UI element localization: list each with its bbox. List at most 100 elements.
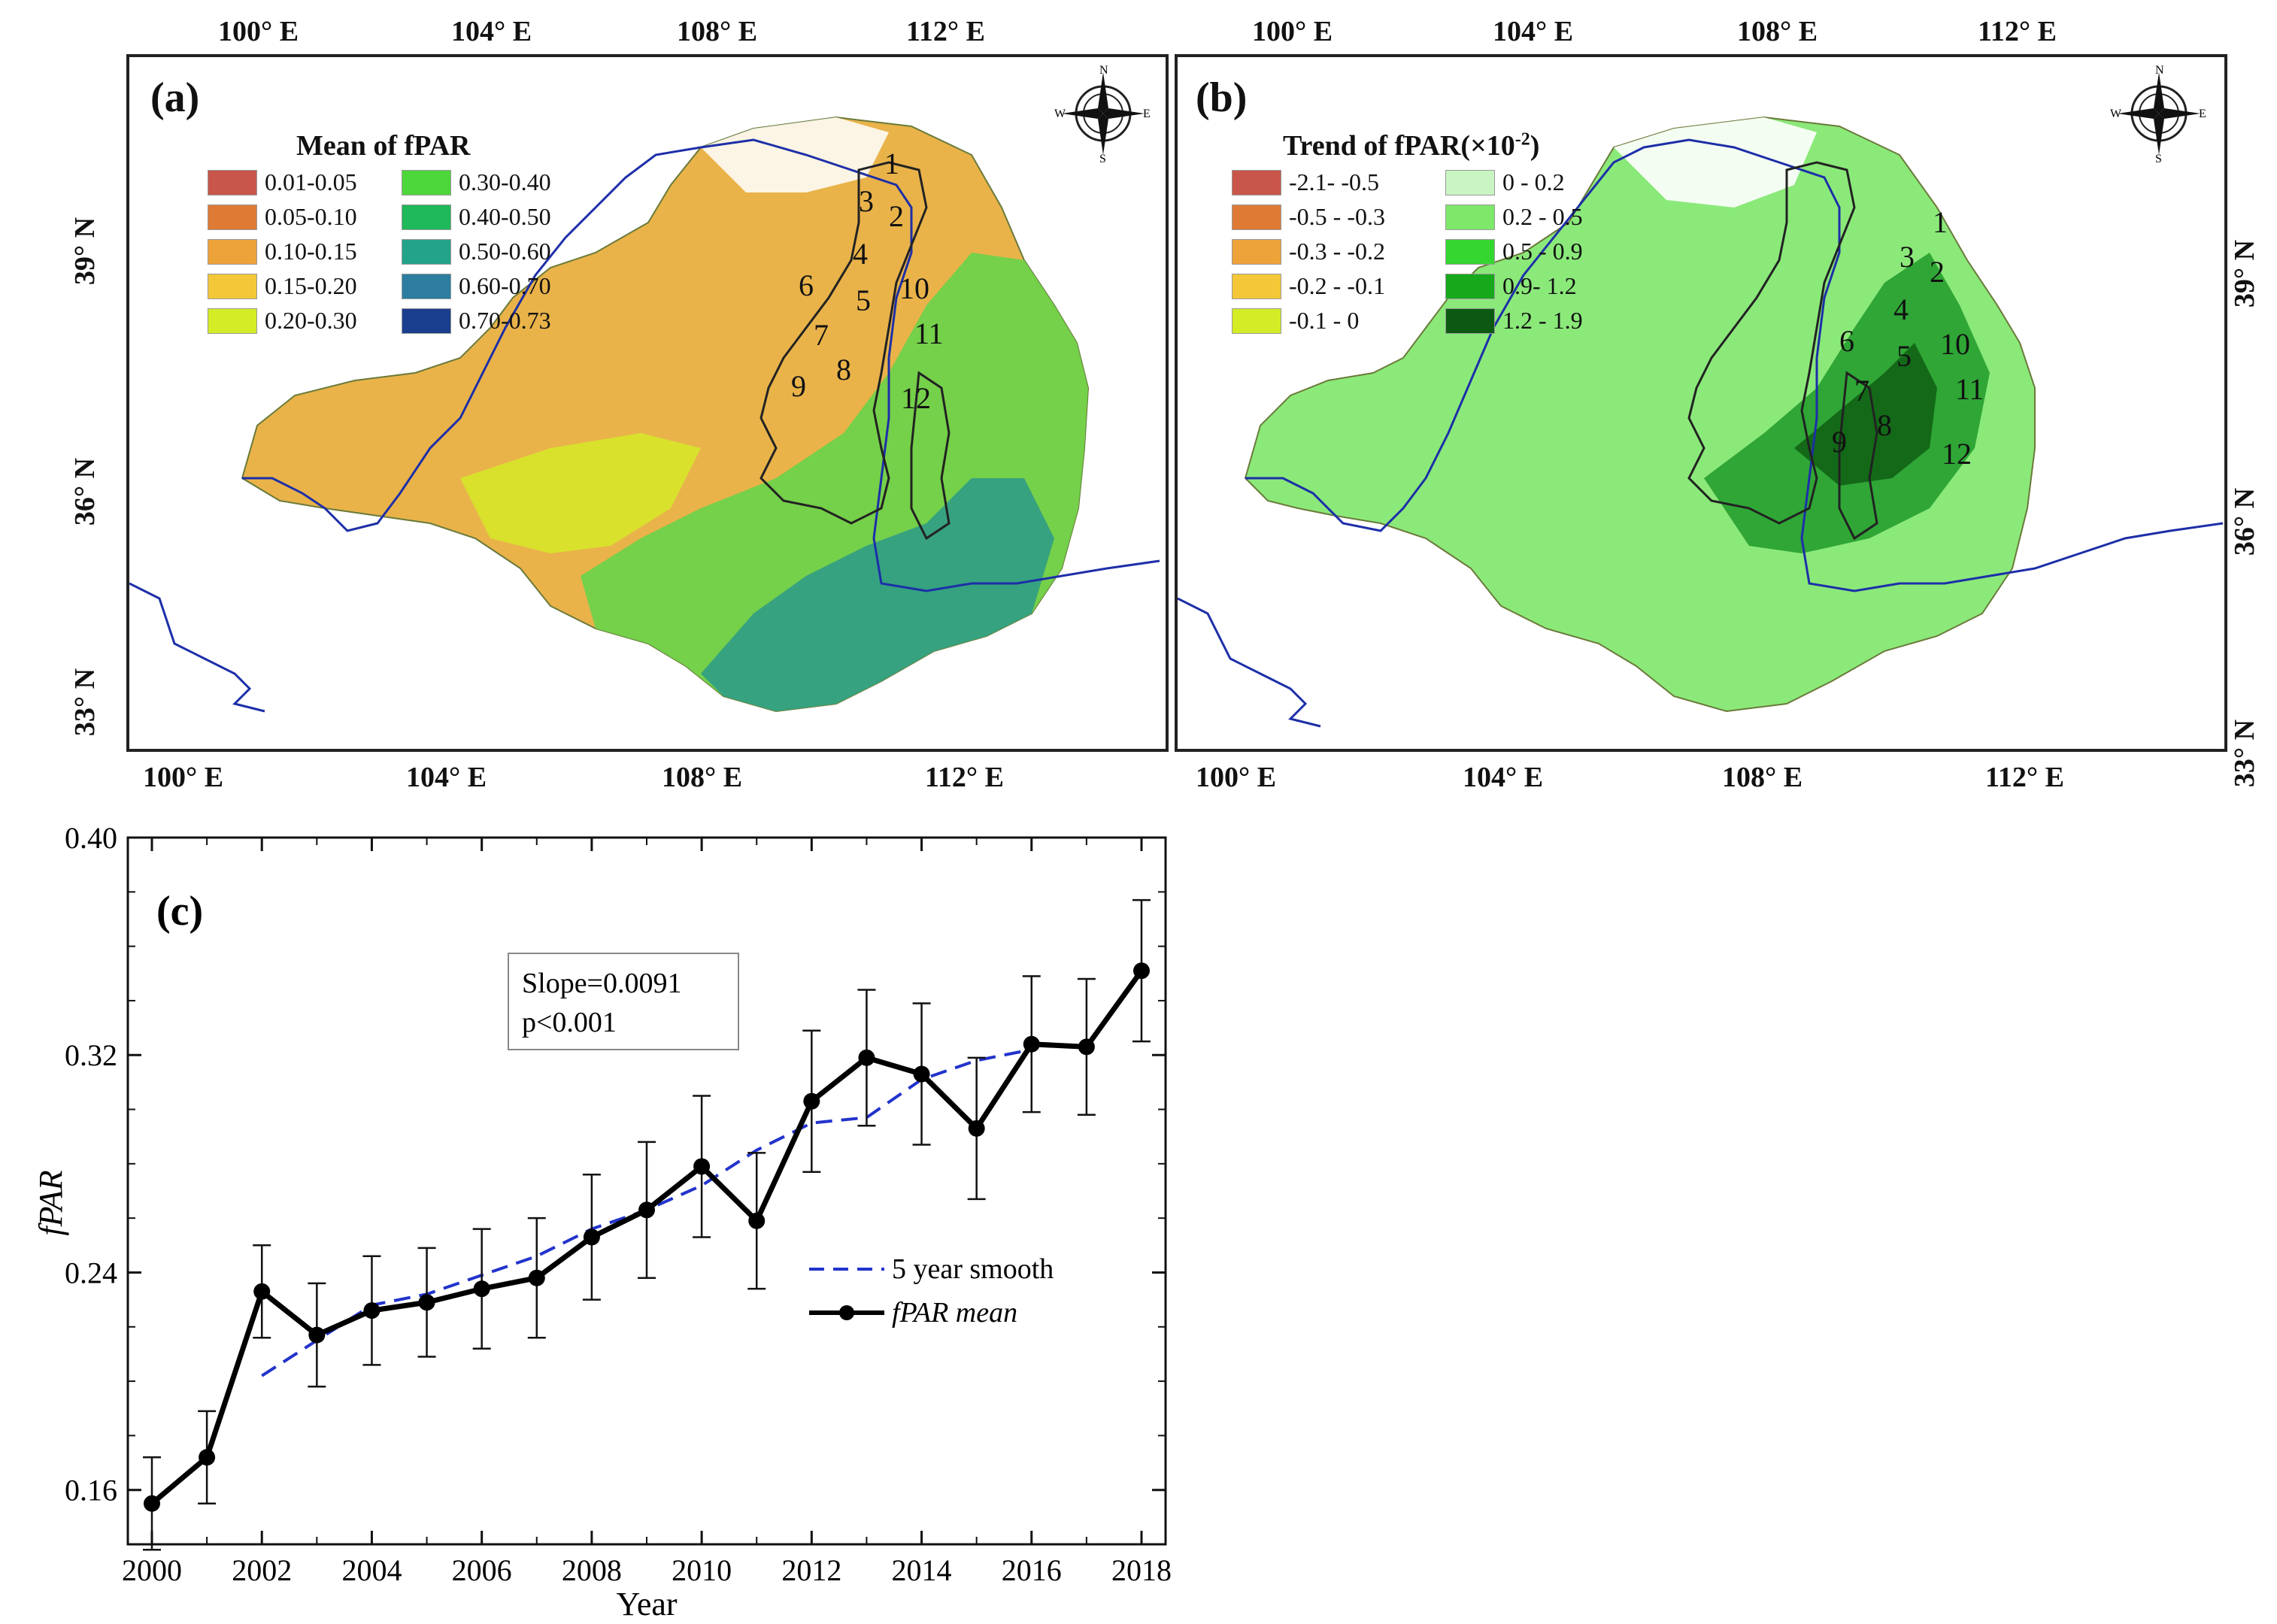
- data-point: [748, 1212, 766, 1229]
- region-number: 9: [1832, 425, 1847, 459]
- legend-swatch: [1232, 273, 1281, 299]
- legend-label: 0.40-0.50: [459, 203, 551, 230]
- region-number: 2: [1930, 255, 1945, 289]
- compass-n: N: [2155, 65, 2164, 77]
- panel-a-tag: (a): [150, 74, 200, 121]
- legend-swatch: [1445, 204, 1495, 230]
- region-number: 1: [1933, 205, 1948, 239]
- data-point: [968, 1120, 985, 1137]
- legend-label: 0.10-0.15: [265, 238, 357, 265]
- data-point: [308, 1326, 326, 1344]
- x-tick-label: 2012: [781, 1553, 841, 1587]
- region-number: 7: [814, 318, 829, 352]
- x-tick-label: 2016: [1002, 1553, 1062, 1587]
- region-number: 6: [799, 268, 814, 302]
- region-number: 11: [914, 317, 944, 350]
- data-point: [1133, 962, 1150, 980]
- legend-label: 0.30-0.40: [459, 168, 551, 195]
- data-point: [803, 1092, 820, 1110]
- stat-p: p<0.001: [522, 1007, 617, 1038]
- legend-item: 0.5 - 0.9: [1445, 238, 1583, 265]
- river-b: [1178, 138, 2224, 728]
- region-number: 3: [859, 184, 874, 218]
- legend-label: 0.5 - 0.9: [1502, 238, 1583, 265]
- data-point: [473, 1280, 490, 1298]
- region-number: 12: [901, 381, 931, 415]
- lon-label-top: 108° E: [1737, 16, 1818, 47]
- lon-label-bottom: 112° E: [1985, 762, 2064, 793]
- legend-swatch: [208, 308, 257, 334]
- lat-label: 36° N: [69, 457, 102, 526]
- map-frame-a: (a) 1 2 3 4 5 6 7 8 9 10 11 12 N S W E M…: [126, 54, 1169, 752]
- data-point: [1078, 1038, 1095, 1056]
- compass-n: N: [1099, 65, 1108, 77]
- data-point: [583, 1229, 600, 1246]
- legend-label: 1.2 - 1.9: [1502, 307, 1583, 334]
- trend-darkest-b: [1794, 343, 1937, 486]
- panel-c-tag: (c): [156, 888, 203, 935]
- legend-swatch: [402, 308, 451, 334]
- plateau-region-b: [1244, 116, 2036, 713]
- lon-label-top: 112° E: [1978, 16, 2057, 47]
- lat-label: 36° N: [2229, 487, 2261, 556]
- legend-label: 0.50-0.60: [459, 238, 551, 265]
- legend-label: 0.9- 1.2: [1502, 272, 1577, 299]
- subbasin-boundaries-b: [1687, 161, 1878, 541]
- vegetation-deep-a: [701, 478, 1054, 711]
- legend-label: -0.5 - -0.3: [1289, 203, 1385, 230]
- lon-label-bottom: 112° E: [925, 762, 1004, 793]
- data-point: [528, 1269, 545, 1286]
- compass-e: E: [1143, 108, 1151, 120]
- lon-label-bottom: 100° E: [1196, 762, 1277, 793]
- lat-label: 39° N: [2229, 239, 2261, 308]
- data-point: [693, 1158, 711, 1175]
- legend-label: 0.20-0.30: [265, 307, 357, 334]
- map-b: [1178, 116, 2224, 728]
- river-a: [129, 138, 1160, 713]
- lon-label-top: 100° E: [1252, 16, 1333, 47]
- legend-swatch: [208, 204, 257, 230]
- legend-item: -0.2 - -0.1: [1232, 272, 1385, 300]
- lon-label-top: 112° E: [906, 16, 985, 47]
- legend-item: 0.01-0.05: [208, 168, 357, 196]
- map-frame-b: (b) 1 2 3 4 5 6 7 8 9 10 11 12 N S W E T…: [1175, 54, 2227, 752]
- legend-swatch: [402, 273, 451, 299]
- region-number: 12: [1942, 437, 1972, 471]
- desert-b: [1614, 117, 1817, 208]
- data-point: [858, 1049, 875, 1066]
- legend-item: -0.1 - 0: [1232, 307, 1359, 335]
- legend-item: 0 - 0.2: [1445, 168, 1565, 196]
- legend-label: 0 - 0.2: [1502, 168, 1565, 195]
- x-tick-label: 2008: [562, 1553, 622, 1587]
- legend-title-a: Mean of fPAR: [296, 130, 471, 162]
- lon-label-top: 104° E: [1493, 16, 1574, 47]
- lon-label-top: 108° E: [677, 16, 758, 47]
- region-number: 7: [1854, 374, 1869, 408]
- subbasin-boundaries-a: [760, 161, 951, 541]
- data-point: [638, 1201, 655, 1219]
- region-number: 5: [1896, 339, 1912, 373]
- legend-swatch: [1445, 169, 1495, 195]
- legend-label: -2.1- -0.5: [1289, 168, 1379, 195]
- x-tick-label: 2004: [341, 1553, 402, 1587]
- map-a: [129, 116, 1160, 713]
- region-number: 3: [1900, 240, 1915, 274]
- x-tick-label: 2002: [232, 1553, 292, 1587]
- legend-label: 0.60-0.70: [459, 272, 551, 299]
- legend-item: 0.9- 1.2: [1445, 272, 1577, 300]
- legend-label: 0.70-0.73: [459, 307, 551, 334]
- legend-title-b: Trend of fPAR(×10-2): [1283, 129, 1540, 162]
- legend-smooth-label: 5 year smooth: [892, 1253, 1054, 1285]
- legend-item: 0.40-0.50: [402, 203, 551, 231]
- data-point: [144, 1495, 160, 1512]
- lon-label-bottom: 100° E: [143, 762, 224, 793]
- legend-item: 0.60-0.70: [402, 272, 551, 300]
- desert-a: [701, 117, 889, 192]
- region-number: 8: [836, 353, 851, 386]
- legend-label: 0.01-0.05: [265, 168, 357, 195]
- y-tick-label: 0.24: [65, 1256, 117, 1289]
- region-number: 8: [1877, 408, 1892, 442]
- x-tick-label: 2010: [672, 1553, 732, 1587]
- compass-rose-icon: N S W E: [2110, 65, 2206, 162]
- legend-item: -0.5 - -0.3: [1232, 203, 1385, 231]
